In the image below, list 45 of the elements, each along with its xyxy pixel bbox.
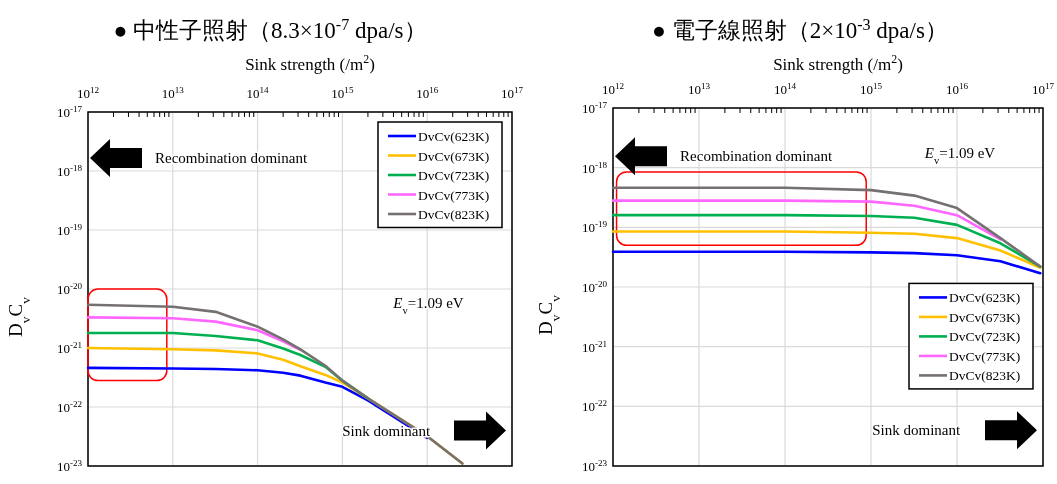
annotation: Recombination dominant: [154, 150, 308, 167]
y-tick-label: 10$^{-20}$: [581, 279, 608, 295]
y-tick-label: 10$^{-21}$: [56, 340, 82, 356]
x-tick-label: 10$^{17}$: [500, 85, 524, 101]
legend-label: DvCv(773K): [949, 348, 1021, 364]
x-tick-label: 10$^{16}$: [416, 85, 439, 101]
y-tick-label: 10$^{-19}$: [56, 222, 83, 238]
legend-label: DvCv(673K): [949, 309, 1021, 325]
y-tick-label: 10$^{-20}$: [56, 281, 83, 297]
x-tick-label: 10$^{13}$: [161, 85, 185, 101]
x-tick-label: 10$^{13}$: [687, 81, 711, 97]
legend-label: DvCv(823K): [949, 368, 1021, 384]
y-tick-label: 10$^{-17}$: [581, 100, 608, 116]
y-tick-label: 10$^{-18}$: [56, 163, 83, 179]
annotation: Sink dominant: [872, 422, 962, 439]
legend-label: DvCv(773K): [418, 187, 490, 203]
y-tick-label: 10$^{-23}$: [581, 458, 608, 474]
x-tick-label: 10$^{17}$: [1031, 81, 1055, 97]
x-tick-label: 10$^{16}$: [945, 81, 969, 97]
y-tick-label: 10$^{-21}$: [581, 338, 607, 355]
legend-label: DvCv(723K): [418, 168, 490, 183]
x-tick-label: 10$^{14}$: [246, 85, 270, 101]
chart-title: ● 電子線照射（2×10$^{-3}$ dpa/s）: [652, 15, 948, 43]
annotation: E$_{v}$=1.09 eV: [392, 295, 464, 316]
x-tick-label: 10$^{15}$: [331, 85, 354, 101]
legend-label: DvCv(823K): [418, 207, 490, 222]
y-tick-label: 10$^{-22}$: [56, 399, 83, 415]
y-tick-label: 10$^{-23}$: [56, 458, 83, 474]
legend-label: DvCv(623K): [949, 290, 1021, 306]
x-tick-label: 10$^{12}$: [601, 81, 625, 97]
x-tick-label: 10$^{12}$: [76, 85, 100, 101]
annotation: Recombination dominant: [680, 148, 833, 165]
annotation: E$_{v}$=1.09 eV: [923, 144, 996, 166]
x-tick-label: 10$^{14}$: [773, 81, 797, 97]
legend-label: DvCv(623K): [418, 129, 490, 144]
chart-title: ● 中性子照射（8.3×10$^{-7}$ dpa/s）: [113, 15, 427, 43]
x-axis-title: Sink strength (/m$^{2}$): [245, 52, 375, 74]
legend-label: DvCv(673K): [418, 148, 490, 164]
y-tick-label: 10$^{-19}$: [581, 219, 608, 236]
y-tick-label: 10$^{-18}$: [581, 159, 608, 176]
x-axis-title: Sink strength (/m$^{2}$): [773, 52, 903, 74]
y-tick-label: 10$^{-22}$: [581, 398, 608, 415]
x-tick-label: 10$^{15}$: [859, 81, 883, 97]
legend-label: DvCv(723K): [949, 329, 1021, 345]
y-tick-label: 10$^{-17}$: [56, 104, 83, 120]
